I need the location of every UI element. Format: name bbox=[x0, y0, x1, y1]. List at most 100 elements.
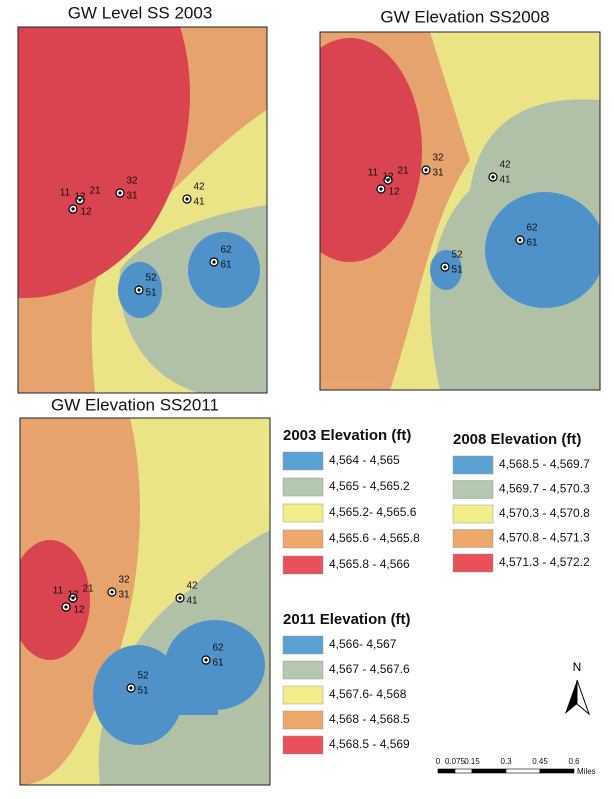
well-label: 42 bbox=[193, 182, 205, 193]
well-label: 32 bbox=[432, 153, 444, 164]
well-label: 12 bbox=[80, 207, 92, 218]
scale-segment bbox=[454, 768, 473, 774]
well-label: 21 bbox=[89, 186, 101, 197]
legend-swatch bbox=[452, 504, 494, 524]
legend-swatch bbox=[282, 710, 324, 730]
legend-swatch bbox=[452, 480, 494, 499]
well-label: 31 bbox=[432, 168, 444, 179]
scale-label: 0.6 bbox=[568, 757, 580, 766]
legend-label: 4,566- 4,567 bbox=[329, 637, 397, 651]
well-label: 41 bbox=[499, 175, 511, 186]
well-label: 62 bbox=[220, 245, 232, 256]
well-dot bbox=[386, 178, 390, 182]
legend-swatch bbox=[282, 503, 324, 523]
well-dot bbox=[443, 265, 447, 269]
scale-unit: Miles bbox=[577, 767, 596, 776]
well-label: 32 bbox=[126, 176, 138, 187]
map-2003 bbox=[18, 27, 267, 393]
well-dot bbox=[178, 596, 182, 600]
well-label: 52 bbox=[145, 273, 157, 284]
scale-label: 0 bbox=[436, 757, 441, 766]
scale-segment bbox=[539, 768, 575, 774]
legend-label: 4,564 - 4,565 bbox=[329, 453, 400, 467]
well-label: 62 bbox=[212, 643, 224, 654]
legend-label: 4,571.3 - 4,572.2 bbox=[499, 555, 590, 569]
well-dot bbox=[78, 198, 82, 202]
well-dot bbox=[137, 288, 141, 292]
well-dot bbox=[129, 686, 133, 690]
well-label: 51 bbox=[451, 265, 463, 276]
legend-swatch bbox=[282, 477, 324, 497]
map-title: GW Elevation SS2011 bbox=[51, 395, 219, 414]
map-frame bbox=[19, 417, 271, 786]
legend-label: 4,567.6- 4,568 bbox=[329, 687, 407, 701]
legend-label: 4,565.2- 4,565.6 bbox=[329, 505, 417, 519]
legend-swatch bbox=[282, 635, 324, 655]
well-label: 12 bbox=[67, 590, 79, 601]
legend-title: 2008 Elevation (ft) bbox=[453, 431, 581, 448]
legend-label: 4,568.5 - 4,569.7 bbox=[499, 457, 590, 471]
legend-label: 4,570.3 - 4,570.8 bbox=[499, 506, 590, 520]
legend-label: 4,565.8 - 4,566 bbox=[329, 557, 410, 571]
well-label: 62 bbox=[526, 223, 538, 234]
well-label: 42 bbox=[186, 581, 198, 592]
map-2011 bbox=[20, 418, 270, 785]
well-label: 51 bbox=[145, 288, 157, 299]
scale-segment bbox=[471, 768, 507, 774]
well-dot bbox=[424, 168, 428, 172]
legend-label: 4,568.5 - 4,569 bbox=[329, 737, 410, 751]
well-label: 61 bbox=[526, 238, 538, 249]
well-dot bbox=[379, 187, 383, 191]
map-2008 bbox=[320, 32, 600, 390]
well-label: 11 bbox=[368, 168, 379, 179]
well-dot bbox=[204, 658, 208, 662]
north-label: N bbox=[573, 660, 582, 674]
legend-swatch bbox=[452, 529, 494, 548]
well-label: 31 bbox=[126, 191, 138, 202]
map-title: GW Elevation SS2008 bbox=[380, 7, 549, 26]
north-arrow bbox=[565, 679, 591, 716]
scale-label: 0.45 bbox=[532, 757, 548, 766]
legend-label: 4,565.6 - 4,565.8 bbox=[329, 531, 420, 545]
well-label: 12 bbox=[388, 187, 400, 198]
legend-label: 4,565 - 4,565.2 bbox=[329, 479, 410, 493]
legend-swatch bbox=[452, 553, 494, 573]
legend-swatch bbox=[282, 660, 324, 680]
well-label: 11 bbox=[53, 586, 64, 597]
well-dot bbox=[71, 596, 75, 600]
well-dot bbox=[185, 197, 189, 201]
well-label: 41 bbox=[186, 596, 198, 607]
well-dot bbox=[212, 260, 216, 264]
well-label: 21 bbox=[397, 166, 409, 177]
well-dot bbox=[118, 191, 122, 195]
map-title: GW Level SS 2003 bbox=[68, 3, 213, 22]
scale-segment bbox=[505, 768, 541, 774]
legend-label: 4,569.7 - 4,570.3 bbox=[499, 482, 590, 496]
well-dot bbox=[110, 590, 114, 594]
well-dot bbox=[518, 238, 522, 242]
legend-swatch bbox=[282, 451, 324, 471]
legend-swatch bbox=[282, 529, 324, 549]
scale-label: 0.075 bbox=[445, 757, 466, 766]
scale-label: 0.3 bbox=[500, 757, 512, 766]
well-label: 11 bbox=[60, 188, 71, 199]
legend-title: 2011 Elevation (ft) bbox=[283, 611, 411, 628]
legend-swatch bbox=[282, 735, 324, 755]
well-label: 41 bbox=[193, 197, 205, 208]
map-frame bbox=[17, 26, 268, 394]
well-label: 32 bbox=[118, 575, 130, 586]
legend-swatch bbox=[452, 455, 494, 475]
scale-label: 0.15 bbox=[464, 757, 480, 766]
legend-title: 2003 Elevation (ft) bbox=[283, 427, 411, 444]
legend-label: 4,570.8 - 4,571.3 bbox=[499, 531, 590, 545]
well-label: 52 bbox=[451, 250, 463, 261]
well-dot bbox=[491, 175, 495, 179]
well-label: 42 bbox=[499, 160, 511, 171]
legend-label: 4,567 - 4,567.6 bbox=[329, 662, 410, 676]
well-label: 61 bbox=[220, 260, 232, 271]
well-dot bbox=[71, 207, 75, 211]
well-label: 52 bbox=[137, 671, 149, 682]
well-label: 21 bbox=[82, 584, 94, 595]
